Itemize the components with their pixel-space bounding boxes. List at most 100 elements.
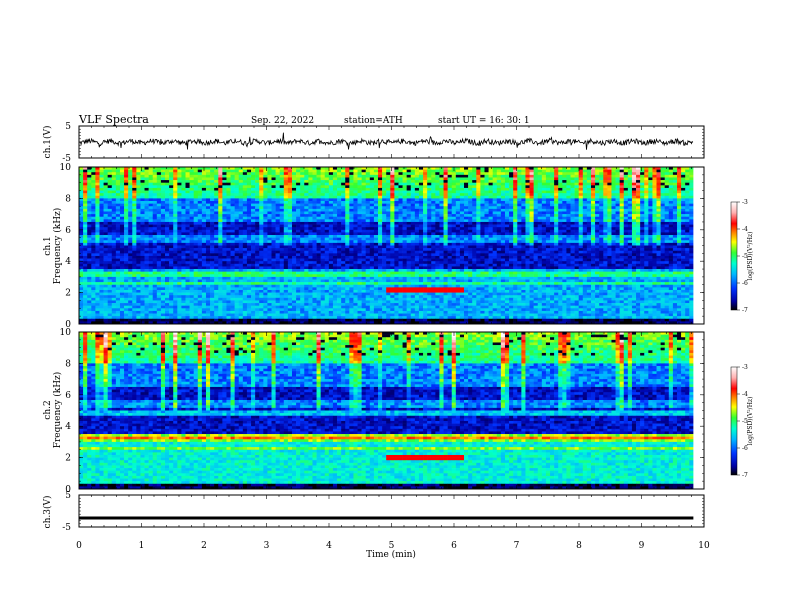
spectrogram-cell	[406, 237, 412, 241]
spectrogram-cell	[406, 180, 412, 183]
spectrogram-cell	[357, 190, 362, 194]
spectrogram-cell	[189, 206, 194, 210]
spectrogram-cell	[197, 227, 203, 231]
spectrogram-cell	[586, 224, 592, 228]
spectrogram-cell	[545, 250, 551, 254]
spectrogram-cell	[459, 229, 465, 233]
spectrogram-cell	[656, 208, 661, 212]
spectrogram-cell	[451, 169, 457, 173]
spectrogram-cell	[365, 214, 371, 218]
spectrogram-cell	[472, 167, 477, 170]
spectrogram-cell	[189, 208, 194, 212]
spectrogram-cell	[316, 237, 321, 241]
spectrogram-cell	[586, 177, 592, 181]
spectrogram-cell	[676, 229, 682, 233]
spectrogram-cell	[627, 172, 633, 176]
spectrogram-cell	[332, 219, 338, 223]
spectrogram-cell	[324, 237, 330, 241]
spectrogram-cell	[169, 206, 174, 210]
spectrogram-cell	[586, 219, 592, 223]
spectrogram-cell	[480, 193, 485, 197]
spectrogram-cell	[156, 240, 162, 244]
spectrogram-cell	[656, 227, 661, 231]
spectrogram-cell	[173, 172, 178, 176]
spectrogram-cell	[177, 216, 182, 220]
spectrogram-cell	[398, 237, 403, 241]
spectrogram-cell	[283, 177, 289, 181]
spectrogram-cell	[251, 216, 256, 220]
spectrogram-cell	[111, 187, 117, 191]
spectrogram-cell	[619, 219, 625, 223]
spectrogram-cell	[160, 245, 166, 249]
spectrogram-cell	[427, 237, 432, 241]
spectrogram-cell	[136, 248, 141, 252]
spectrogram-cell	[668, 221, 674, 225]
spectrogram-cell	[455, 167, 461, 170]
spectrogram-cell	[386, 214, 391, 218]
spectrogram-cell	[607, 203, 612, 207]
spectrogram-cell	[193, 198, 199, 202]
spectrogram-cell	[99, 227, 104, 231]
spectrogram-cell	[251, 219, 256, 223]
spectrogram-cell	[521, 211, 526, 215]
spectrogram-cell	[246, 180, 252, 183]
spectrogram-cell	[574, 203, 579, 207]
spectrogram-cell	[648, 180, 653, 183]
spectrogram-cell	[197, 177, 203, 181]
spectrogram-cell	[550, 172, 555, 176]
spectrogram-cell	[562, 229, 567, 233]
spectrogram-cell	[119, 201, 125, 204]
spectrogram-cell	[488, 229, 493, 233]
spectrogram-cell	[574, 229, 579, 233]
spectrogram-cell	[205, 229, 211, 233]
spectrogram-cell	[562, 214, 567, 218]
spectrogram-cell	[504, 240, 510, 244]
spectrogram-cell	[590, 206, 596, 210]
spectrogram-cell	[349, 206, 354, 210]
spectrogram-cell	[337, 229, 342, 233]
spectrogram-cell	[537, 240, 543, 244]
spectrogram-cell	[173, 240, 178, 244]
spectrogram-cell	[586, 201, 592, 204]
spectrogram-cell	[402, 214, 407, 218]
spectrogram-cell	[504, 198, 510, 202]
spectrogram-cell	[504, 206, 510, 210]
spectrogram-cell	[99, 211, 104, 215]
spectrogram-cell	[640, 185, 645, 189]
spectrogram-cell	[332, 180, 338, 183]
spectrogram-cell	[550, 169, 555, 173]
spectrogram-cell	[423, 180, 428, 183]
spectrogram-cell	[255, 211, 260, 215]
spectrogram-cell	[513, 229, 518, 233]
spectrogram-cell	[513, 227, 518, 231]
spectrogram-cell	[443, 203, 448, 207]
spectrogram-cell	[214, 216, 219, 220]
spectrogram-cell	[451, 240, 457, 244]
spectrogram-cell	[91, 201, 96, 204]
spectrogram-cell	[529, 174, 534, 178]
spectrogram-cell	[337, 203, 342, 207]
spectrogram-cell	[332, 182, 338, 186]
spectrogram-cell	[79, 208, 84, 212]
spectrogram-cell	[291, 206, 297, 210]
spectrogram-cell	[230, 198, 235, 202]
spectrogram-cell	[251, 180, 256, 183]
spectrogram-cell	[357, 206, 362, 210]
spectrogram-cell	[615, 203, 620, 207]
spectrogram-cell	[521, 177, 526, 181]
spectrogram-cell	[464, 224, 469, 228]
spectrogram-cell	[218, 177, 223, 181]
spectrogram-cell	[521, 174, 526, 178]
spectrogram-cell	[337, 242, 342, 246]
spectrogram-cell	[99, 208, 104, 212]
spectrogram-cell	[230, 180, 235, 183]
spectrogram-cell	[595, 229, 600, 233]
spectrogram-cell	[324, 219, 330, 223]
spectrogram-cell	[488, 198, 493, 202]
spectrogram-cell	[185, 237, 190, 241]
spectrogram-cell	[504, 201, 510, 204]
spectrogram-cell	[369, 229, 375, 233]
spectrogram-cell	[406, 214, 412, 218]
spectrogram-cell	[656, 172, 661, 176]
spectrogram-cell	[95, 208, 100, 212]
